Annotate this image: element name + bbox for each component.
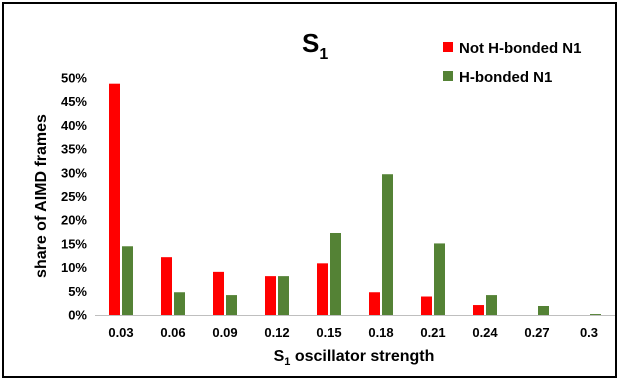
- bar-h-bonded: [330, 232, 341, 315]
- bar-not-h-bonded: [317, 263, 328, 315]
- x-axis-label: S1 oscillator strength: [274, 348, 435, 368]
- x-tick-label: 0.3: [580, 325, 598, 340]
- bar-not-h-bonded: [265, 276, 276, 315]
- svg-text:S1: S1: [302, 28, 328, 63]
- legend-label-h-bonded: H-bonded N1: [459, 69, 552, 86]
- bar-not-h-bonded: [161, 257, 172, 315]
- x-tick-label: 0.24: [472, 325, 498, 340]
- legend-swatch-not-h-bonded: [443, 42, 453, 52]
- legend: Not H-bonded N1 H-bonded N1: [443, 40, 581, 86]
- chart-title: S1: [302, 28, 328, 63]
- bar-h-bonded: [590, 314, 601, 315]
- x-tick-label: 0.18: [368, 325, 393, 340]
- bar-h-bonded: [226, 295, 237, 315]
- x-tick-label: 0.12: [264, 325, 289, 340]
- bar-h-bonded: [278, 276, 289, 315]
- bar-not-h-bonded: [369, 292, 380, 315]
- bar-h-bonded: [382, 174, 393, 315]
- x-tick-label: 0.03: [108, 325, 133, 340]
- x-tick-label: 0.06: [160, 325, 185, 340]
- bar-h-bonded: [122, 246, 133, 315]
- x-axis-label-subscript: 1: [284, 356, 290, 368]
- bar-h-bonded: [538, 305, 549, 315]
- bar-not-h-bonded: [213, 271, 224, 315]
- bar-not-h-bonded: [473, 305, 484, 315]
- bar-not-h-bonded: [109, 83, 120, 315]
- y-axis-label: share of AIMD frames: [33, 114, 50, 278]
- x-axis-label-main: S: [274, 348, 285, 365]
- title-subscript: 1: [319, 46, 328, 63]
- x-tick-label: 0.09: [212, 325, 237, 340]
- bar-h-bonded: [486, 295, 497, 315]
- title-main: S: [302, 28, 319, 58]
- bar-h-bonded: [174, 292, 185, 315]
- y-axis-ticks: 0% 5% 10% 15% 20% 25% 30% 35% 40% 45% 50%: [61, 71, 87, 323]
- y-tick-label: 20%: [61, 213, 87, 228]
- legend-swatch-h-bonded: [443, 71, 453, 81]
- y-tick-label: 0%: [68, 308, 87, 323]
- y-tick-label: 35%: [61, 142, 87, 157]
- y-tick-label: 40%: [61, 118, 87, 133]
- y-tick-label: 50%: [61, 71, 87, 86]
- chart-frame: [2, 2, 617, 378]
- y-tick-label: 5%: [68, 284, 87, 299]
- y-tick-label: 30%: [61, 165, 87, 180]
- x-axis-ticks: 0.03 0.06 0.09 0.12 0.15 0.18 0.21 0.24 0.27 0.3: [108, 325, 598, 340]
- x-tick-label: 0.15: [316, 325, 341, 340]
- bars: [109, 83, 601, 315]
- y-tick-label: 10%: [61, 260, 87, 275]
- legend-label-not-h-bonded: Not H-bonded N1: [459, 40, 581, 57]
- x-tick-label: 0.21: [420, 325, 445, 340]
- x-tick-label: 0.27: [524, 325, 549, 340]
- y-tick-label: 25%: [61, 189, 87, 204]
- bar-not-h-bonded: [421, 296, 432, 315]
- bar-h-bonded: [434, 243, 445, 315]
- y-tick-label: 15%: [61, 236, 87, 251]
- y-tick-label: 45%: [61, 94, 87, 109]
- x-axis-label-rest: oscillator strength: [290, 348, 434, 365]
